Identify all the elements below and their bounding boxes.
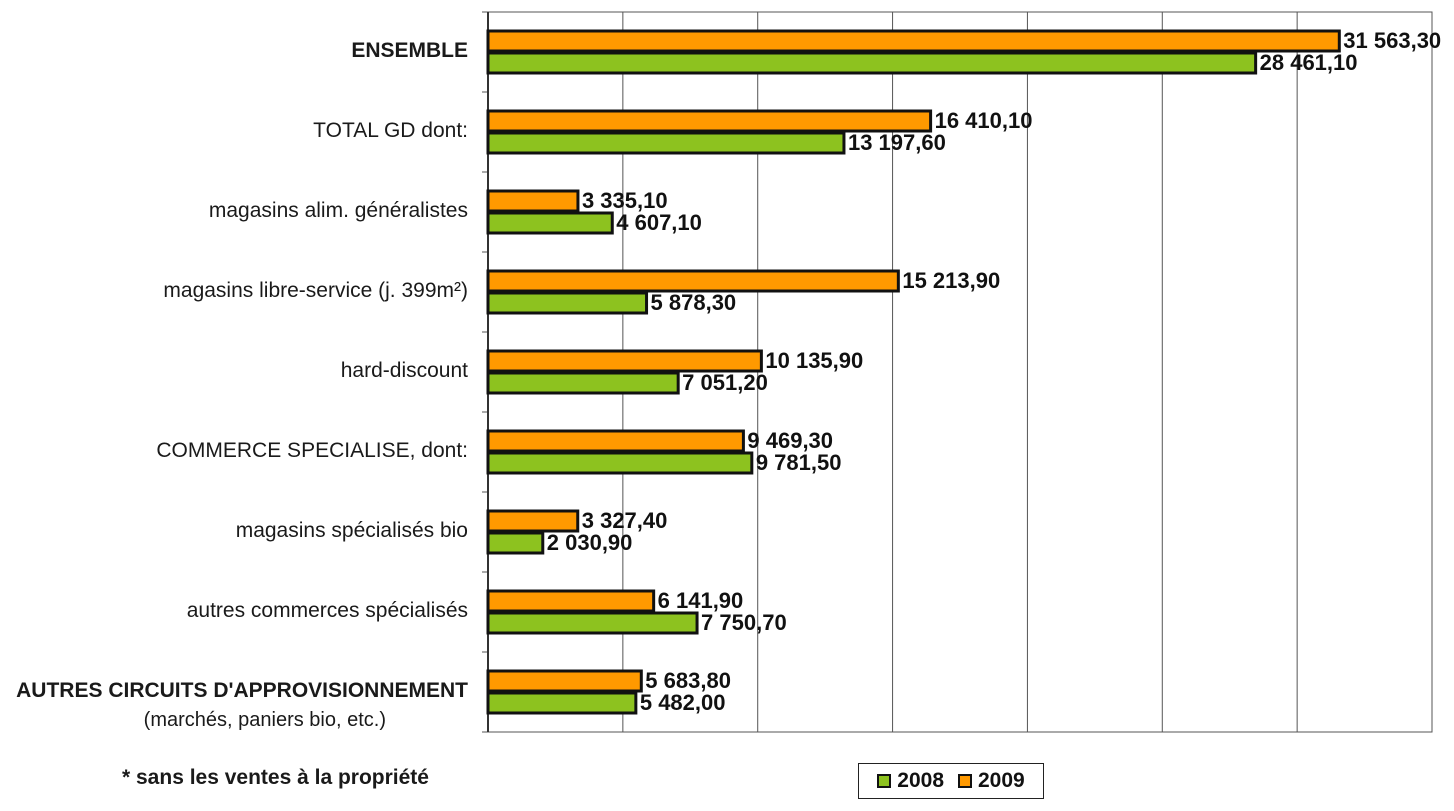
data-label-2008: 5 878,30 xyxy=(651,290,737,315)
bar-2009 xyxy=(486,429,745,453)
legend-swatch-2008 xyxy=(877,774,892,788)
bar-2009 xyxy=(486,189,580,213)
category-label: AUTRES CIRCUITS D'APPROVISIONNEMENT xyxy=(16,679,468,702)
data-label-2008: 28 461,10 xyxy=(1260,50,1358,75)
data-label-2009: 5 683,80 xyxy=(645,668,731,693)
data-label-2009: 6 141,90 xyxy=(658,588,744,613)
data-label-2009: 9 469,30 xyxy=(747,428,833,453)
data-label-2008: 7 051,20 xyxy=(682,370,768,395)
data-label-2008: 7 750,70 xyxy=(701,610,787,635)
category-label: ENSEMBLE xyxy=(351,39,468,62)
legend-item-2009: 2009 xyxy=(958,769,1025,793)
data-label-2009: 10 135,90 xyxy=(765,348,863,373)
data-label-2009: 3 327,40 xyxy=(582,508,668,533)
category-label: TOTAL GD dont: xyxy=(313,119,468,142)
data-label-2008: 13 197,60 xyxy=(848,130,946,155)
category-label: autres commerces spécialisés xyxy=(186,599,468,622)
category-note: (marchés, paniers bio, etc.) xyxy=(143,709,386,731)
data-label-2008: 9 781,50 xyxy=(756,450,842,475)
bar-2008 xyxy=(486,291,649,315)
data-label-2008: 2 030,90 xyxy=(547,530,633,555)
bar-2009 xyxy=(486,29,1341,53)
bar-2008 xyxy=(486,611,699,635)
legend-label-2008: 2008 xyxy=(897,769,944,792)
bar-2009 xyxy=(486,509,580,533)
bar-2008 xyxy=(486,691,638,715)
bar-2008 xyxy=(486,51,1258,75)
legend-label-2009: 2009 xyxy=(978,769,1025,792)
bar-2009 xyxy=(486,589,656,613)
data-label-2009: 3 335,10 xyxy=(582,188,668,213)
category-label: magasins alim. généralistes xyxy=(208,199,468,222)
bar-2009 xyxy=(486,269,900,293)
bar-2008 xyxy=(486,451,754,475)
data-label-2009: 31 563,30 xyxy=(1343,28,1441,53)
legend-item-2008: 2008 xyxy=(877,769,944,793)
data-label-2008: 4 607,10 xyxy=(616,210,702,235)
bar-2008 xyxy=(486,371,680,395)
bar-2008 xyxy=(486,531,545,555)
category-label: COMMERCE SPECIALISE, dont: xyxy=(156,439,468,462)
legend-swatch-2009 xyxy=(958,774,972,788)
category-label: magasins spécialisés bio xyxy=(235,519,468,542)
bar-2008 xyxy=(486,131,846,155)
bar-2009 xyxy=(486,109,933,133)
category-label: magasins libre-service (j. 399m²) xyxy=(163,279,468,302)
bar-2009 xyxy=(486,349,763,373)
bar-2009 xyxy=(486,669,643,693)
data-label-2008: 5 482,00 xyxy=(640,690,726,715)
category-label: hard-discount xyxy=(340,359,468,382)
legend: 2008 2009 xyxy=(858,763,1044,799)
data-label-2009: 16 410,10 xyxy=(935,108,1033,133)
bar-2008 xyxy=(486,211,614,235)
data-label-2009: 15 213,90 xyxy=(902,268,1000,293)
footnote: * sans les ventes à la propriété xyxy=(122,766,429,789)
